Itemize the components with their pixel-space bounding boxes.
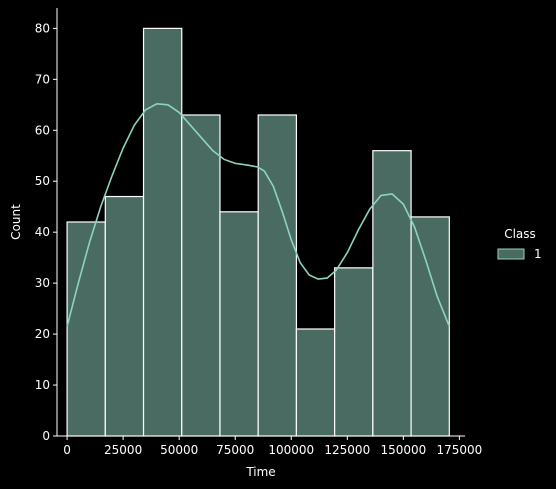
legend-swatch <box>497 248 525 260</box>
histogram-bar-10 <box>410 216 450 437</box>
histogram-bar-6 <box>257 114 298 437</box>
y-axis-label: Count <box>9 204 23 240</box>
x-tick-label: 0 <box>63 443 71 457</box>
histogram-bar-4 <box>181 114 221 437</box>
histogram-bar-7 <box>295 328 336 437</box>
y-tick-label: 20 <box>35 327 50 341</box>
y-tick-label: 80 <box>35 21 50 35</box>
legend-title: Class <box>504 227 536 241</box>
x-tick-label: 25000 <box>104 443 142 457</box>
legend: Class 1 <box>497 227 542 261</box>
kde-curve <box>66 102 451 327</box>
legend-label: 1 <box>534 247 542 261</box>
y-tick-label: 10 <box>35 378 50 392</box>
x-tick-label: 100000 <box>268 443 314 457</box>
x-tick-label: 50000 <box>160 443 198 457</box>
x-ticks: 0 25000 50000 75000 100000 125000 150000 175000 <box>63 436 482 457</box>
y-tick-label: 60 <box>35 123 50 137</box>
y-tick-label: 0 <box>42 429 50 443</box>
y-tick-label: 30 <box>35 276 50 290</box>
histogram-bar-8 <box>334 267 374 437</box>
histogram-bar-1 <box>66 221 106 437</box>
y-tick-label: 70 <box>35 72 50 86</box>
x-axis-label: Time <box>245 465 275 479</box>
x-tick-label: 75000 <box>216 443 254 457</box>
x-tick-label: 175000 <box>436 443 482 457</box>
y-tick-label: 50 <box>35 174 50 188</box>
histogram-bar-2 <box>104 195 145 437</box>
histogram-bar-3 <box>142 27 183 437</box>
bars-layer <box>66 27 450 437</box>
x-tick-label: 125000 <box>324 443 370 457</box>
y-ticks: 0 10 20 30 40 50 60 70 80 <box>35 21 57 443</box>
histogram-bar-5 <box>219 211 259 437</box>
x-tick-label: 150000 <box>380 443 426 457</box>
y-tick-label: 40 <box>35 225 50 239</box>
